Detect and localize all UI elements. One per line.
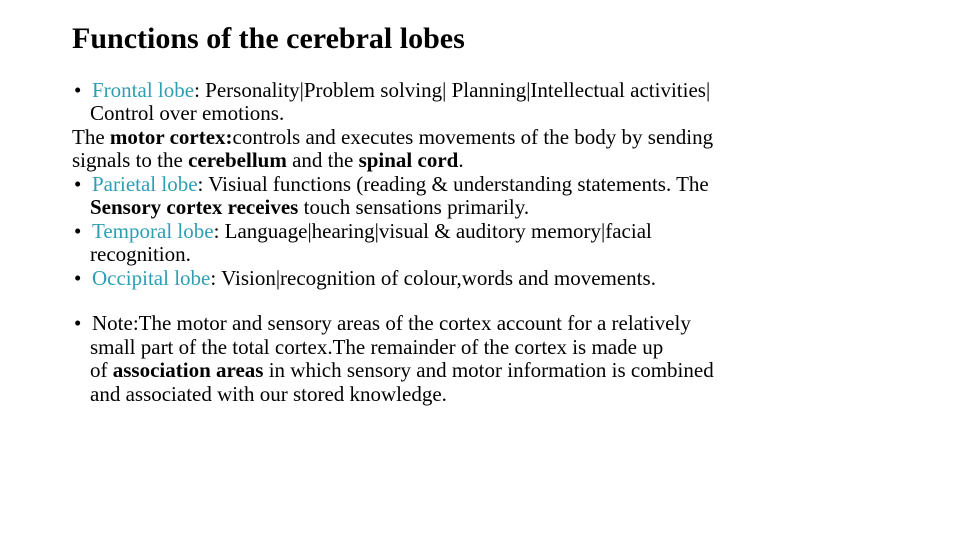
temporal-continuation: recognition. [72,243,900,267]
motor-l2b: and the [287,148,359,172]
note-l3b: in which sensory and motor information i… [263,358,713,382]
bullet-dot-icon: • [72,173,92,197]
note-line4: and associated with our stored knowledge… [72,383,900,407]
bullet-dot-icon: • [72,220,92,244]
parietal-continuation: Sensory cortex receives touch sensations… [72,196,900,220]
parietal-cont-rest: touch sensations primarily. [298,195,529,219]
frontal-rest: : Personality|Problem solving| Planning|… [194,78,710,102]
note-l3a: of [90,358,113,382]
slide: Functions of the cerebral lobes • Fronta… [0,0,960,540]
bullet-occipital-text: Occipital lobe: Vision|recognition of co… [92,267,900,291]
motor-pre: The [72,125,110,149]
bullet-parietal-text: Parietal lobe: Visiual functions (readin… [92,173,900,197]
motor-mid1: controls and executes movements of the b… [233,125,714,149]
motor-cortex-line2: signals to the cerebellum and the spinal… [72,149,900,173]
term-parietal: Parietal lobe [92,172,198,196]
bullet-frontal: • Frontal lobe: Personality|Problem solv… [72,79,900,103]
bullet-occipital: • Occipital lobe: Vision|recognition of … [72,267,900,291]
bullet-dot-icon: • [72,312,92,336]
note-line3: of association areas in which sensory an… [72,359,900,383]
bullet-frontal-text: Frontal lobe: Personality|Problem solvin… [92,79,900,103]
slide-title: Functions of the cerebral lobes [72,22,900,57]
term-frontal: Frontal lobe [92,78,194,102]
motor-l2c: . [458,148,463,172]
motor-l2a: signals to the [72,148,188,172]
motor-bold3: spinal cord [359,148,459,172]
bullet-dot-icon: • [72,267,92,291]
bullet-temporal-text: Temporal lobe: Language|hearing|visual &… [92,220,900,244]
motor-bold1: motor cortex: [110,125,233,149]
body-text: • Frontal lobe: Personality|Problem solv… [72,79,900,407]
bullet-note: • Note:The motor and sensory areas of th… [72,312,900,336]
note-line2: small part of the total cortex.The remai… [72,336,900,360]
parietal-cont-bold: Sensory cortex receives [90,195,298,219]
parietal-rest: : Visiual functions (reading & understan… [198,172,709,196]
bullet-temporal: • Temporal lobe: Language|hearing|visual… [72,220,900,244]
paragraph-gap [72,290,900,312]
motor-bold2: cerebellum [188,148,287,172]
note-line1: Note:The motor and sensory areas of the … [92,312,900,336]
note-l3-bold: association areas [113,358,264,382]
motor-cortex-line1: The motor cortex:controls and executes m… [72,126,900,150]
temporal-rest: : Language|hearing|visual & auditory mem… [214,219,652,243]
frontal-continuation: Control over emotions. [72,102,900,126]
bullet-parietal: • Parietal lobe: Visiual functions (read… [72,173,900,197]
bullet-dot-icon: • [72,79,92,103]
term-temporal: Temporal lobe [92,219,214,243]
term-occipital: Occipital lobe [92,266,210,290]
occipital-rest: : Vision|recognition of colour,words and… [210,266,656,290]
